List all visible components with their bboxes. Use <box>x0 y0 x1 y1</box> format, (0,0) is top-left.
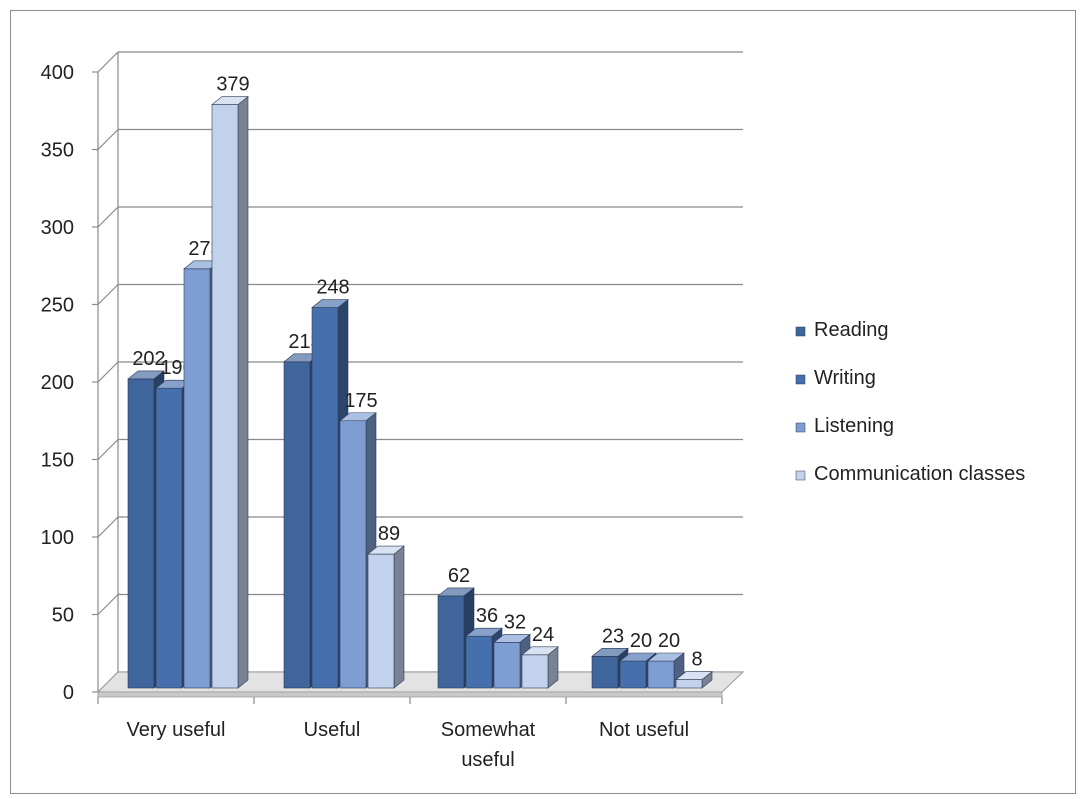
bar[interactable] <box>155 387 183 689</box>
y-tick-label: 0 <box>63 682 74 704</box>
data-label: 32 <box>504 611 526 633</box>
bar[interactable] <box>591 656 619 689</box>
bar[interactable] <box>367 553 395 689</box>
legend-entry: Writing <box>814 367 876 389</box>
bar-top <box>437 587 475 597</box>
bar-top <box>521 646 559 656</box>
data-label: 62 <box>448 565 470 587</box>
gridline-side <box>97 129 119 150</box>
bar[interactable] <box>493 642 521 689</box>
legend-entry: Listening <box>814 415 894 437</box>
y-tick-label: 250 <box>41 295 74 317</box>
gridline-side <box>97 594 119 615</box>
y-tick-label: 300 <box>41 217 74 239</box>
bar[interactable] <box>465 635 493 689</box>
floor-edge <box>97 691 723 698</box>
x-category-label: useful <box>461 749 514 771</box>
legend-swatch <box>795 422 806 433</box>
data-label: 36 <box>476 605 498 627</box>
bar-top <box>367 545 405 555</box>
data-label: 248 <box>316 277 349 299</box>
data-label: 202 <box>132 348 165 370</box>
bar-top <box>675 671 713 680</box>
bar[interactable] <box>283 361 311 689</box>
data-label: 379 <box>216 74 249 96</box>
legend-swatch <box>795 374 806 385</box>
bar[interactable] <box>183 268 211 689</box>
y-tick-label: 200 <box>41 372 74 394</box>
x-category-label: Useful <box>304 719 361 741</box>
legend-swatch <box>795 470 806 481</box>
bar[interactable] <box>311 307 339 689</box>
bar-side <box>237 95 249 689</box>
legend-entry: Reading <box>814 319 889 341</box>
bar-top <box>647 652 685 662</box>
bar[interactable] <box>127 378 155 689</box>
data-label: 24 <box>532 624 554 646</box>
bar-side <box>393 545 405 689</box>
bar[interactable] <box>647 660 675 689</box>
y-tick-label: 100 <box>41 527 74 549</box>
x-category-label: Very useful <box>127 719 226 741</box>
bar-top <box>619 652 657 662</box>
bar[interactable] <box>675 679 703 689</box>
legend-swatch <box>795 326 806 337</box>
bar[interactable] <box>619 660 647 689</box>
data-label: 20 <box>630 630 652 652</box>
bar-top <box>211 96 249 105</box>
data-label: 89 <box>378 523 400 545</box>
gridline-side <box>97 51 119 73</box>
bar[interactable] <box>211 104 239 689</box>
gridline-side <box>97 439 119 460</box>
gridline-side <box>97 516 119 538</box>
gridline-side <box>97 284 119 305</box>
bar-top <box>339 412 377 422</box>
x-category-label: Somewhat <box>441 719 536 741</box>
bar[interactable] <box>437 595 465 689</box>
y-tick-label: 400 <box>41 62 74 84</box>
y-tick-label: 150 <box>41 450 74 472</box>
y-tick-label: 350 <box>41 140 74 162</box>
legend-entry: Communication classes <box>814 463 1025 485</box>
gridline-side <box>97 206 119 228</box>
bar-top <box>591 648 629 657</box>
data-label: 175 <box>344 390 377 412</box>
gridline-side <box>97 361 119 383</box>
data-label: 8 <box>691 649 702 671</box>
bar-top <box>311 299 349 308</box>
y-tick-label: 50 <box>52 605 74 627</box>
bar-top <box>127 370 165 380</box>
bar[interactable] <box>339 420 367 689</box>
bar-top <box>493 634 531 643</box>
x-category-label: Not useful <box>599 719 689 741</box>
bar[interactable] <box>521 654 549 689</box>
data-label: 20 <box>658 630 680 652</box>
data-label: 23 <box>602 625 624 647</box>
bar-top <box>465 627 503 637</box>
